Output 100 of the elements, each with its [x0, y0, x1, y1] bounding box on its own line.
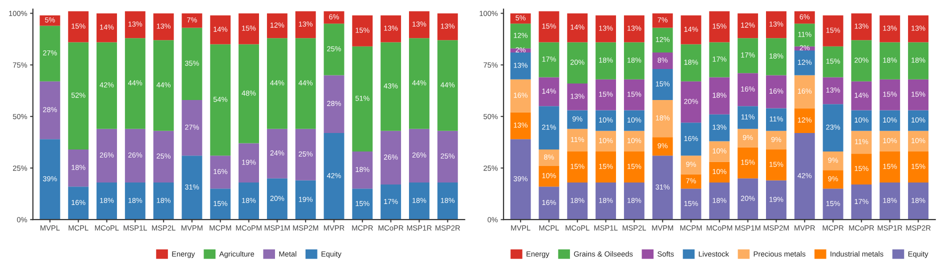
- bar: [96, 128, 117, 182]
- bar: [510, 112, 531, 140]
- bar: [766, 108, 786, 131]
- bar: [40, 26, 60, 82]
- bar: [908, 110, 928, 131]
- bar: [851, 184, 872, 220]
- bar: [652, 100, 673, 138]
- bar: [124, 182, 146, 220]
- bar: [380, 42, 402, 131]
- bar: [822, 170, 844, 189]
- bar: [624, 182, 644, 220]
- bar: [822, 188, 844, 220]
- bar: [124, 38, 146, 129]
- bar: [851, 13, 872, 40]
- bar: [124, 11, 146, 38]
- bar: [182, 100, 202, 156]
- bar: [766, 130, 786, 150]
- bar: [510, 52, 531, 80]
- bar: [408, 128, 430, 182]
- bar: [538, 186, 560, 220]
- bar: [380, 184, 402, 220]
- bar: [624, 42, 644, 80]
- bar: [352, 152, 373, 189]
- bar: [210, 156, 231, 189]
- bar: [880, 152, 900, 182]
- bar: [794, 132, 815, 220]
- bar: [567, 152, 588, 182]
- bar: [851, 110, 872, 131]
- bar: [266, 13, 288, 38]
- bar: [408, 182, 430, 220]
- bar: [538, 11, 560, 42]
- bar: [766, 180, 786, 220]
- bar: [652, 69, 673, 100]
- bar: [437, 13, 458, 40]
- bar: [624, 15, 644, 42]
- bar: [738, 147, 758, 178]
- bar: [596, 182, 616, 220]
- bar: [210, 188, 231, 220]
- bar: [794, 108, 815, 133]
- bar: [709, 77, 730, 114]
- bar: [794, 50, 815, 76]
- bar: [324, 75, 344, 133]
- bar: [624, 152, 644, 182]
- bar: [680, 156, 702, 174]
- bar: [822, 15, 844, 46]
- bar: [266, 38, 288, 129]
- bar: [510, 79, 531, 112]
- bar: [680, 44, 702, 82]
- bar: [908, 182, 928, 220]
- bar: [380, 15, 402, 42]
- bar: [210, 15, 231, 44]
- bar: [738, 178, 758, 220]
- bar: [822, 152, 844, 170]
- bar: [68, 149, 89, 187]
- bar: [766, 38, 786, 76]
- bar: [880, 15, 900, 42]
- bar: [153, 182, 174, 220]
- bar: [880, 110, 900, 131]
- bar: [596, 130, 616, 152]
- bar: [96, 13, 117, 42]
- bar: [567, 110, 588, 129]
- bar: [182, 28, 202, 100]
- bar: [238, 13, 260, 44]
- bar: [538, 149, 560, 166]
- bar: [238, 143, 260, 182]
- bar: [510, 139, 531, 220]
- bar: [567, 128, 588, 152]
- bar: [851, 154, 872, 185]
- bar: [295, 180, 316, 220]
- bar: [538, 166, 560, 187]
- bar: [908, 15, 928, 42]
- bar: [908, 79, 928, 110]
- bar: [652, 156, 673, 220]
- bar: [851, 130, 872, 154]
- bar: [266, 128, 288, 178]
- bar: [380, 130, 402, 185]
- bar: [851, 40, 872, 82]
- bar: [680, 15, 702, 44]
- bar: [437, 130, 458, 182]
- bar: [96, 182, 117, 220]
- bar: [766, 149, 786, 180]
- bar: [596, 152, 616, 182]
- bar: [153, 13, 174, 40]
- bar: [182, 156, 202, 220]
- bar: [908, 130, 928, 152]
- bar: [652, 137, 673, 156]
- bar: [510, 24, 531, 48]
- bar: [766, 75, 786, 108]
- bar: [567, 83, 588, 110]
- bar: [908, 42, 928, 80]
- bar: [794, 75, 815, 108]
- bar: [40, 81, 60, 140]
- bar: [68, 42, 89, 150]
- bar: [437, 182, 458, 220]
- bar: [153, 40, 174, 131]
- bar: [652, 28, 673, 53]
- bar: [408, 38, 430, 129]
- bar: [709, 114, 730, 142]
- bar: [738, 106, 758, 129]
- bar: [680, 81, 702, 123]
